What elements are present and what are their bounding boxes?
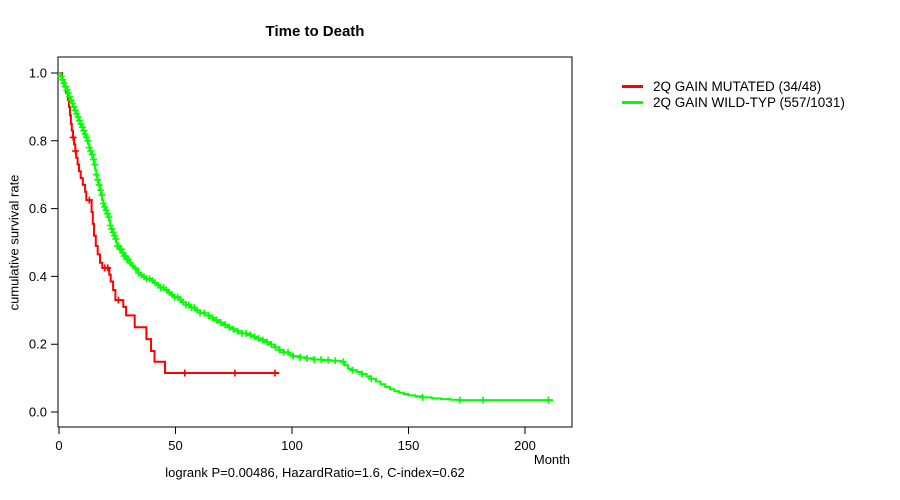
y-tick-label: 0.6 (29, 201, 47, 216)
y-tick-label: 0.8 (29, 133, 47, 148)
legend-item-mutated: 2Q GAIN MUTATED (34/48) (622, 79, 845, 94)
y-tick-label: 1.0 (29, 66, 47, 81)
y-tick-label: 0.0 (29, 405, 47, 420)
x-axis-label: Month (533, 452, 570, 467)
survival-curve-mutated (59, 72, 280, 374)
y-axis-label: cumulative survival rate (6, 174, 22, 311)
legend-item-wild-typ: 2Q GAIN WILD-TYP (557/1031) (622, 95, 845, 110)
y-tick-label: 0.4 (29, 269, 47, 284)
y-tick-label: 0.2 (29, 337, 47, 352)
legend-label: 2Q GAIN MUTATED (34/48) (653, 79, 822, 94)
plot-box (57, 56, 573, 428)
survival-curve-wild-typ (59, 72, 553, 402)
legend: 2Q GAIN MUTATED (34/48) 2Q GAIN WILD-TYP… (622, 79, 845, 111)
censor-marks-wild-typ (57, 72, 552, 404)
stats-caption: logrank P=0.00486, HazardRatio=1.6, C-in… (165, 465, 465, 480)
legend-line-swatch-green (622, 101, 643, 104)
axis-ticks (51, 72, 526, 434)
chart-title: Time to Death (265, 23, 365, 40)
censor-marks-mutated (69, 133, 279, 377)
legend-label: 2Q GAIN WILD-TYP (557/1031) (653, 95, 845, 110)
x-tick-label: 200 (514, 438, 536, 453)
x-tick-label: 100 (281, 438, 303, 453)
x-tick-label: 50 (168, 438, 182, 453)
x-tick-label: 150 (398, 438, 420, 453)
legend-line-swatch-red (622, 85, 643, 88)
x-tick-label: 0 (55, 438, 62, 453)
